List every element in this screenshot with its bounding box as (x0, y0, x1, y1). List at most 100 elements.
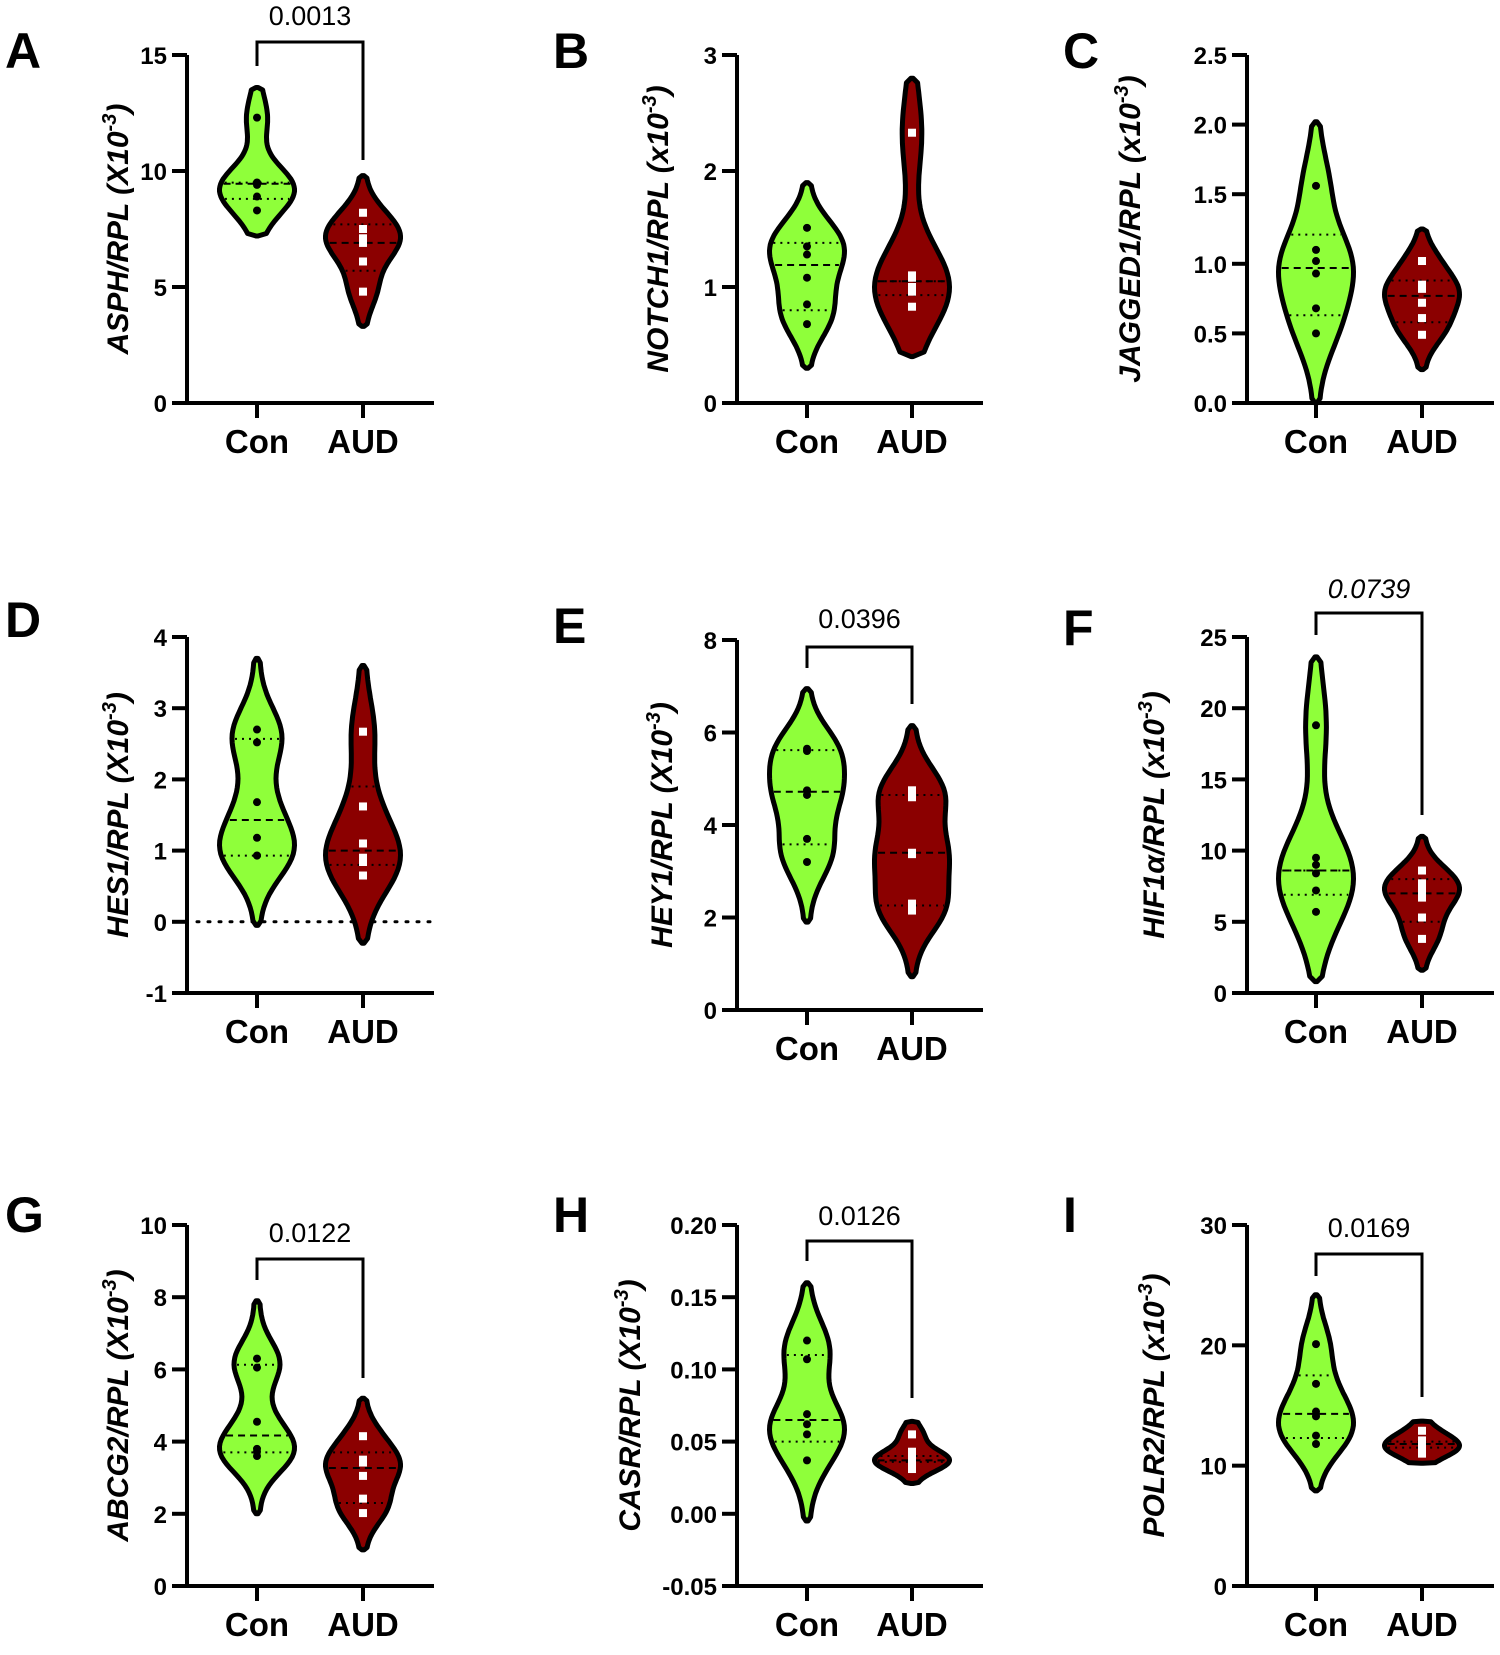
data-point-aud (359, 1432, 367, 1441)
x-tick-label-con: Con (775, 423, 839, 460)
violin-aud (872, 75, 952, 360)
data-point-con (1312, 853, 1320, 862)
y-tick-label: 4 (704, 813, 718, 840)
y-tick-label: 2.5 (1194, 43, 1227, 70)
data-point-con (1312, 181, 1320, 190)
y-tick-label: 0 (154, 1574, 167, 1601)
data-point-aud (908, 1457, 916, 1466)
x-tick-label-con: Con (1284, 1606, 1348, 1643)
data-point-con (253, 113, 261, 122)
data-point-aud (908, 273, 916, 282)
data-point-con (253, 1354, 261, 1363)
data-point-con (253, 738, 261, 747)
data-point-con (803, 242, 811, 251)
panel-letter: G (5, 1187, 44, 1243)
panel-letter: H (553, 1187, 589, 1243)
x-tick-label-con: Con (775, 1030, 839, 1067)
data-point-con (253, 1452, 261, 1461)
data-point-con (803, 1410, 811, 1419)
data-point-con (253, 1363, 261, 1372)
violin-con (217, 1298, 297, 1517)
data-point-con (1312, 860, 1320, 869)
panel-c: C 0.0 0.5 1.0 1.5 2.0 2.5 Con AUD JAGGED1/RPL (x1… (1063, 23, 1494, 460)
data-point-con (803, 223, 811, 232)
y-tick-label: -0.05 (662, 1574, 717, 1601)
data-point-aud (1418, 1426, 1426, 1435)
y-tick-label: 0 (1214, 981, 1227, 1008)
y-axis-label: NOTCH1/RPL (x10-3) (639, 85, 675, 372)
y-tick-label: 1.0 (1194, 252, 1227, 279)
y-tick-label: 8 (154, 1285, 167, 1312)
y-tick-label: 30 (1200, 1213, 1227, 1240)
p-value-label: 0.0396 (818, 604, 901, 634)
data-point-con (803, 320, 811, 329)
x-tick-label-con: Con (225, 1606, 289, 1643)
x-tick-label-con: Con (775, 1606, 839, 1643)
data-point-aud (1418, 330, 1426, 339)
panel-letter: E (553, 598, 586, 654)
violin-con (1276, 654, 1356, 985)
data-point-aud (908, 283, 916, 291)
x-tick-label-aud: AUD (1386, 1606, 1458, 1643)
data-point-aud (359, 238, 367, 247)
y-tick-label: 10 (140, 159, 167, 186)
data-point-con (803, 858, 811, 866)
y-tick-label: 6 (154, 1357, 167, 1384)
y-axis-label: JAGGED1/RPL (x10-3) (1111, 75, 1147, 382)
data-point-aud (908, 1447, 916, 1456)
data-point-con (803, 1420, 811, 1429)
data-point-con (253, 206, 261, 215)
data-point-aud (1418, 866, 1426, 875)
data-point-aud (1418, 893, 1426, 902)
y-tick-label: 20 (1200, 1333, 1227, 1360)
significance-bracket (1314, 1252, 1424, 1397)
p-value-label: 0.0739 (1328, 574, 1411, 604)
significance-bracket (805, 1239, 914, 1398)
y-tick-label: 15 (1200, 767, 1227, 794)
y-tick-label: 5 (154, 275, 167, 302)
data-point-aud (359, 1458, 367, 1467)
y-tick-label: 0.00 (670, 1502, 717, 1529)
y-tick-label: 0.20 (670, 1213, 717, 1240)
data-point-aud (359, 839, 367, 848)
data-point-con (803, 1336, 811, 1345)
data-point-aud (359, 257, 367, 266)
panel-i: I 0 10 20 30 Con AUD POLR2/RPL (x10-3) 0.0169 (1063, 1187, 1494, 1643)
y-tick-label: 0 (1214, 1574, 1227, 1601)
panel-letter: C (1063, 23, 1099, 79)
data-point-con (253, 192, 261, 201)
panel-e: E 0 2 4 6 8 Con AUD HEY1/RPL (X10-3) 0.0396 (553, 598, 983, 1067)
y-tick-label: 0.5 (1194, 321, 1227, 348)
data-point-aud (359, 234, 367, 243)
significance-bracket (1314, 611, 1424, 815)
y-tick-label: 8 (704, 628, 717, 655)
data-point-con (1312, 1431, 1320, 1440)
data-point-aud (359, 857, 367, 866)
p-value-label: 0.0126 (818, 1201, 901, 1231)
y-tick-label: 20 (1200, 696, 1227, 723)
p-value-label: 0.0122 (269, 1218, 352, 1248)
y-tick-label: 1 (154, 839, 167, 866)
data-point-con (1312, 1412, 1320, 1421)
data-point-aud (1418, 284, 1426, 293)
data-point-aud (908, 906, 916, 915)
panel-letter: I (1063, 1187, 1077, 1243)
x-tick-label-aud: AUD (327, 1013, 399, 1050)
data-point-con (803, 1456, 811, 1465)
data-point-aud (359, 1471, 367, 1480)
y-tick-label: 10 (1200, 839, 1227, 866)
y-tick-label: 25 (1200, 625, 1227, 652)
y-tick-label: 15 (140, 43, 167, 70)
data-point-aud (1418, 1449, 1426, 1458)
y-tick-label: 0.05 (670, 1430, 717, 1457)
y-tick-label: 6 (704, 721, 717, 748)
data-point-aud (908, 899, 916, 908)
data-point-aud (1418, 934, 1426, 943)
y-tick-label: 0 (154, 910, 167, 937)
data-point-aud (359, 727, 367, 736)
y-tick-label: 2 (704, 159, 717, 186)
data-point-con (1312, 721, 1320, 730)
violin-con (1276, 1292, 1356, 1494)
data-point-aud (908, 287, 916, 296)
significance-bracket (805, 645, 914, 704)
